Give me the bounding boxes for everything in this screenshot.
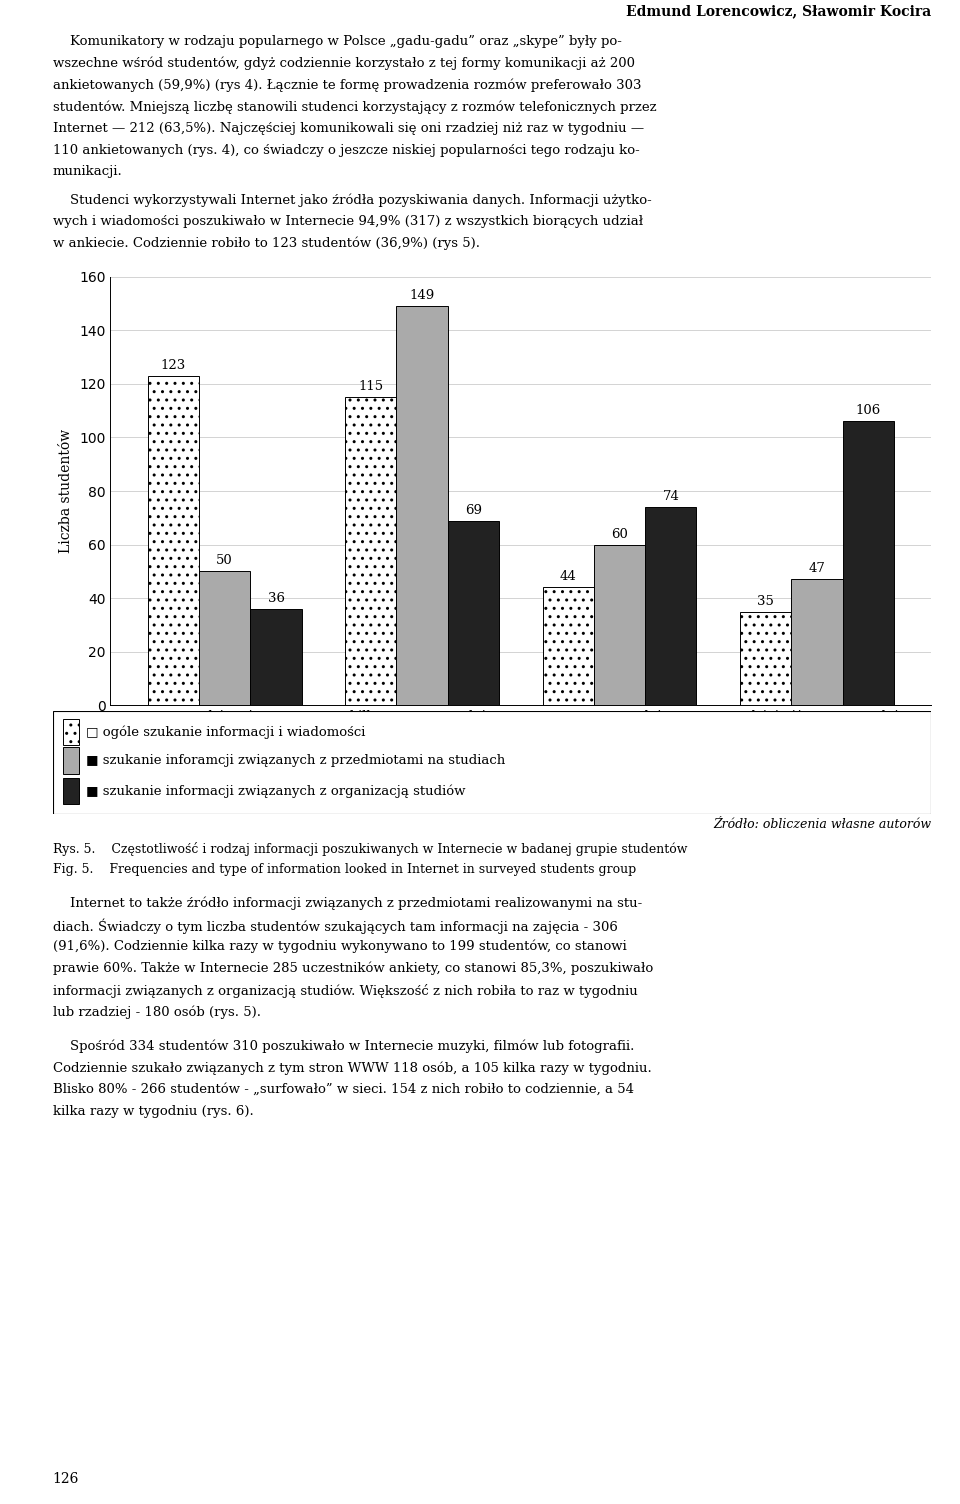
Text: diach. Świadczy o tym liczba studentów szukających tam informacji na zajęcia - 3: diach. Świadczy o tym liczba studentów s… [53, 917, 617, 934]
Text: Rys. 5.    Częstotliwość i rodzaj informacji poszukiwanych w Internecie w badane: Rys. 5. Częstotliwość i rodzaj informacj… [53, 842, 687, 856]
Bar [345, 397, 396, 705]
Text: 106: 106 [855, 405, 881, 418]
Text: 123: 123 [160, 359, 186, 371]
Bar [396, 307, 447, 705]
Bar [740, 612, 791, 705]
Bar [199, 572, 251, 705]
Text: 60: 60 [612, 528, 628, 540]
Text: Blisko 80% - 266 studentów - „surfowało” w sieci. 154 z nich robiło to codzienni: Blisko 80% - 266 studentów - „surfowało”… [53, 1083, 634, 1096]
Text: w ankiecie. Codziennie robiło to 123 studentów (36,9%) (rys 5).: w ankiecie. Codziennie robiło to 123 stu… [53, 236, 480, 250]
Text: 44: 44 [560, 570, 577, 584]
Bar [645, 507, 697, 705]
FancyBboxPatch shape [53, 711, 931, 814]
Text: ankietowanych (59,9%) (rys 4). Łącznie te formę prowadzenia rozmów preferowało 3: ankietowanych (59,9%) (rys 4). Łącznie t… [53, 78, 641, 92]
Text: 74: 74 [662, 490, 680, 504]
Bar [63, 778, 79, 805]
Text: □ ogóle szukanie informacji i wiadomości: □ ogóle szukanie informacji i wiadomości [86, 725, 366, 738]
Bar [63, 719, 79, 744]
Text: 47: 47 [808, 562, 826, 576]
Text: Internet — 212 (63,5%). Najczęściej komunikowali się oni rzadziej niż raz w tygo: Internet — 212 (63,5%). Najczęściej komu… [53, 122, 644, 135]
Text: Internet to także źródło informacji związanych z przedmiotami realizowanymi na s: Internet to także źródło informacji zwią… [53, 896, 642, 910]
Bar [791, 579, 843, 705]
Bar [148, 376, 199, 705]
Bar [843, 421, 894, 705]
Text: informacji związanych z organizacją studiów. Większość z nich robiła to raz w ty: informacji związanych z organizacją stud… [53, 984, 637, 997]
Text: Komunikatory w rodzaju popularnego w Polsce „gadu-gadu” oraz „skype” były po-: Komunikatory w rodzaju popularnego w Pol… [53, 35, 622, 48]
Bar [251, 609, 301, 705]
Text: 115: 115 [358, 381, 383, 393]
Text: 35: 35 [757, 594, 774, 608]
Text: ■ szukanie informacji związanych z organizacją studiów: ■ szukanie informacji związanych z organ… [86, 785, 466, 799]
Text: studentów. Mniejszą liczbę stanowili studenci korzystający z rozmów telefoniczny: studentów. Mniejszą liczbę stanowili stu… [53, 99, 657, 113]
Text: Studenci wykorzystywali Internet jako źródła pozyskiwania danych. Informacji uży: Studenci wykorzystywali Internet jako źr… [53, 193, 652, 206]
Text: Codziennie szukało związanych z tym stron WWW 118 osób, a 105 kilka razy w tygod: Codziennie szukało związanych z tym stro… [53, 1060, 652, 1074]
Text: prawie 60%. Także w Internecie 285 uczestników ankiety, co stanowi 85,3%, poszuk: prawie 60%. Także w Internecie 285 uczes… [53, 961, 653, 975]
Text: wych i wiadomości poszukiwało w Internecie 94,9% (317) z wszystkich biorących ud: wych i wiadomości poszukiwało w Internec… [53, 215, 643, 229]
Text: 149: 149 [410, 289, 435, 302]
Y-axis label: Liczba studentów: Liczba studentów [60, 429, 74, 553]
Text: Źródło: obliczenia własne autorów: Źródło: obliczenia własne autorów [713, 818, 931, 832]
Text: munikacji.: munikacji. [53, 165, 123, 179]
Bar [63, 747, 79, 773]
Text: Spośród 334 studentów 310 poszukiwało w Internecie muzyki, filmów lub fotografii: Spośród 334 studentów 310 poszukiwało w … [53, 1039, 635, 1053]
Text: 126: 126 [53, 1472, 79, 1486]
Text: Fig. 5.    Frequencies and type of information looked in Internet in surveyed st: Fig. 5. Frequencies and type of informat… [53, 863, 636, 877]
Text: 110 ankietowanych (rys. 4), co świadczy o jeszcze niskiej popularności tego rodz: 110 ankietowanych (rys. 4), co świadczy … [53, 143, 639, 156]
Text: (91,6%). Codziennie kilka razy w tygodniu wykonywano to 199 studentów, co stanow: (91,6%). Codziennie kilka razy w tygodni… [53, 940, 627, 954]
Text: 36: 36 [268, 593, 284, 605]
Text: 50: 50 [216, 555, 233, 567]
Text: 69: 69 [465, 504, 482, 516]
Text: wszechne wśród studentów, gdyż codziennie korzystało z tej formy komunikacji aż : wszechne wśród studentów, gdyż codzienni… [53, 56, 635, 69]
Text: lub rzadziej - 180 osób (rys. 5).: lub rzadziej - 180 osób (rys. 5). [53, 1005, 261, 1018]
Bar [447, 520, 499, 705]
Text: Edmund Lorencowicz, Sławomir Kocira: Edmund Lorencowicz, Sławomir Kocira [626, 5, 931, 18]
Text: kilka razy w tygodniu (rys. 6).: kilka razy w tygodniu (rys. 6). [53, 1104, 253, 1117]
Text: ■ szukanie inforamcji związanych z przedmiotami na studiach: ■ szukanie inforamcji związanych z przed… [86, 754, 505, 767]
Bar [542, 588, 594, 705]
Bar [594, 544, 645, 705]
